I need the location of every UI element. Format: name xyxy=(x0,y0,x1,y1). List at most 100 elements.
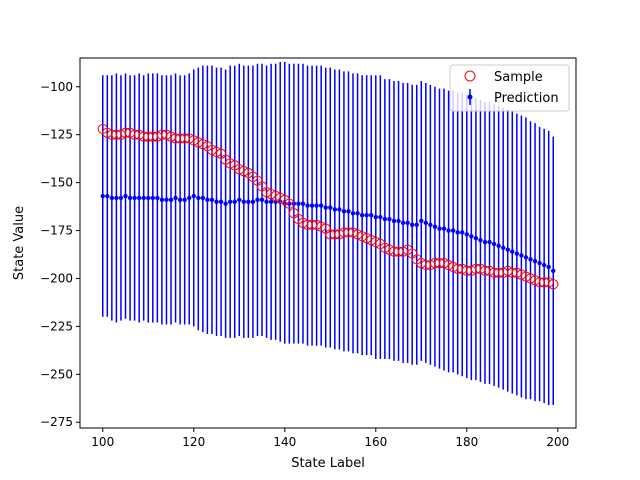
x-tick-label: 120 xyxy=(182,435,205,449)
prediction-point xyxy=(155,195,160,201)
prediction-point xyxy=(405,220,410,226)
prediction-point xyxy=(259,197,265,203)
sample-point xyxy=(352,229,363,240)
sample-point xyxy=(366,235,377,246)
prediction-points xyxy=(100,193,556,273)
prediction-point xyxy=(464,232,469,237)
prediction-point xyxy=(460,230,465,235)
sample-point xyxy=(379,242,390,253)
prediction-point xyxy=(214,199,219,204)
prediction-point xyxy=(409,222,415,227)
sample-point xyxy=(188,135,199,146)
sample-point xyxy=(520,271,532,282)
prediction-point xyxy=(168,197,174,203)
prediction-point xyxy=(146,195,151,201)
prediction-point xyxy=(450,228,456,233)
prediction-point xyxy=(132,195,137,201)
prediction-point xyxy=(323,205,328,210)
sample-point xyxy=(225,158,236,169)
sample-point xyxy=(234,164,245,175)
prediction-point xyxy=(528,257,533,262)
prediction-point xyxy=(414,222,419,227)
prediction-point xyxy=(500,245,506,250)
prediction-point xyxy=(200,195,206,201)
prediction-point xyxy=(359,213,365,218)
y-tick-label: −250 xyxy=(40,367,73,381)
y-tick-label: −200 xyxy=(40,271,73,285)
x-tick-label: 160 xyxy=(364,435,387,449)
prediction-point xyxy=(551,268,556,273)
prediction-point xyxy=(164,197,169,203)
prediction-point xyxy=(114,195,119,201)
sample-point xyxy=(211,146,222,158)
prediction-point xyxy=(218,199,224,204)
x-tick-label: 180 xyxy=(455,435,478,449)
prediction-point xyxy=(209,197,215,203)
sample-point xyxy=(284,198,295,209)
y-tick-label: −125 xyxy=(40,128,73,142)
prediction-point xyxy=(264,199,269,204)
prediction-point xyxy=(423,220,429,226)
prediction-point xyxy=(109,195,115,201)
y-tick-label: −150 xyxy=(40,176,73,190)
legend-prediction-label: Prediction xyxy=(494,91,559,106)
prediction-point xyxy=(255,197,260,203)
sample-point xyxy=(525,273,536,284)
prediction-point xyxy=(309,203,315,208)
prediction-point xyxy=(510,249,515,254)
prediction-point xyxy=(123,193,128,199)
prediction-point xyxy=(350,211,356,216)
sample-point xyxy=(370,236,381,248)
legend: Sample Prediction xyxy=(449,64,570,112)
prediction-point xyxy=(469,234,474,239)
prediction-point xyxy=(159,197,165,203)
prediction-point xyxy=(182,197,187,203)
prediction-point xyxy=(223,201,228,206)
prediction-point xyxy=(127,195,133,201)
sample-point xyxy=(511,267,522,278)
legend-sample-marker xyxy=(464,70,476,82)
prediction-point xyxy=(482,239,488,245)
prediction-point xyxy=(187,195,192,201)
prediction-point xyxy=(491,241,497,247)
prediction-point xyxy=(241,199,247,204)
prediction-point xyxy=(118,195,124,201)
sample-point xyxy=(197,139,208,150)
prediction-point xyxy=(237,197,242,203)
prediction-point xyxy=(514,251,520,256)
prediction-point xyxy=(105,193,110,199)
y-axis-ticks: −100 −125 −150 −175 −200 −225 −250 −275 xyxy=(40,80,80,429)
sample-point xyxy=(438,258,450,269)
prediction-point xyxy=(532,259,538,264)
prediction-point xyxy=(432,224,438,229)
prediction-point xyxy=(141,195,146,201)
sample-point xyxy=(543,277,554,288)
prediction-point xyxy=(318,203,324,208)
prediction-point xyxy=(400,220,406,226)
prediction-point xyxy=(232,199,237,204)
prediction-point xyxy=(177,197,183,203)
sample-point xyxy=(193,137,204,148)
prediction-point xyxy=(296,201,301,206)
prediction-point xyxy=(100,193,105,199)
prediction-point xyxy=(341,209,347,214)
prediction-point xyxy=(136,195,142,201)
sample-point xyxy=(311,219,322,230)
x-tick-label: 200 xyxy=(546,435,569,449)
sample-point xyxy=(347,227,359,238)
prediction-point xyxy=(328,205,333,210)
sample-point xyxy=(261,187,272,198)
sample-points xyxy=(97,123,559,290)
prediction-point xyxy=(478,237,483,243)
prediction-point xyxy=(541,262,547,268)
y-axis-label: State Value xyxy=(12,206,27,280)
prediction-point xyxy=(364,213,369,218)
y-tick-label: −275 xyxy=(40,415,73,429)
x-tick-label: 140 xyxy=(273,435,296,449)
sample-point xyxy=(443,259,454,271)
prediction-point xyxy=(305,203,310,208)
sample-point xyxy=(161,129,172,140)
prediction-point xyxy=(191,193,196,199)
prediction-point xyxy=(396,218,401,224)
